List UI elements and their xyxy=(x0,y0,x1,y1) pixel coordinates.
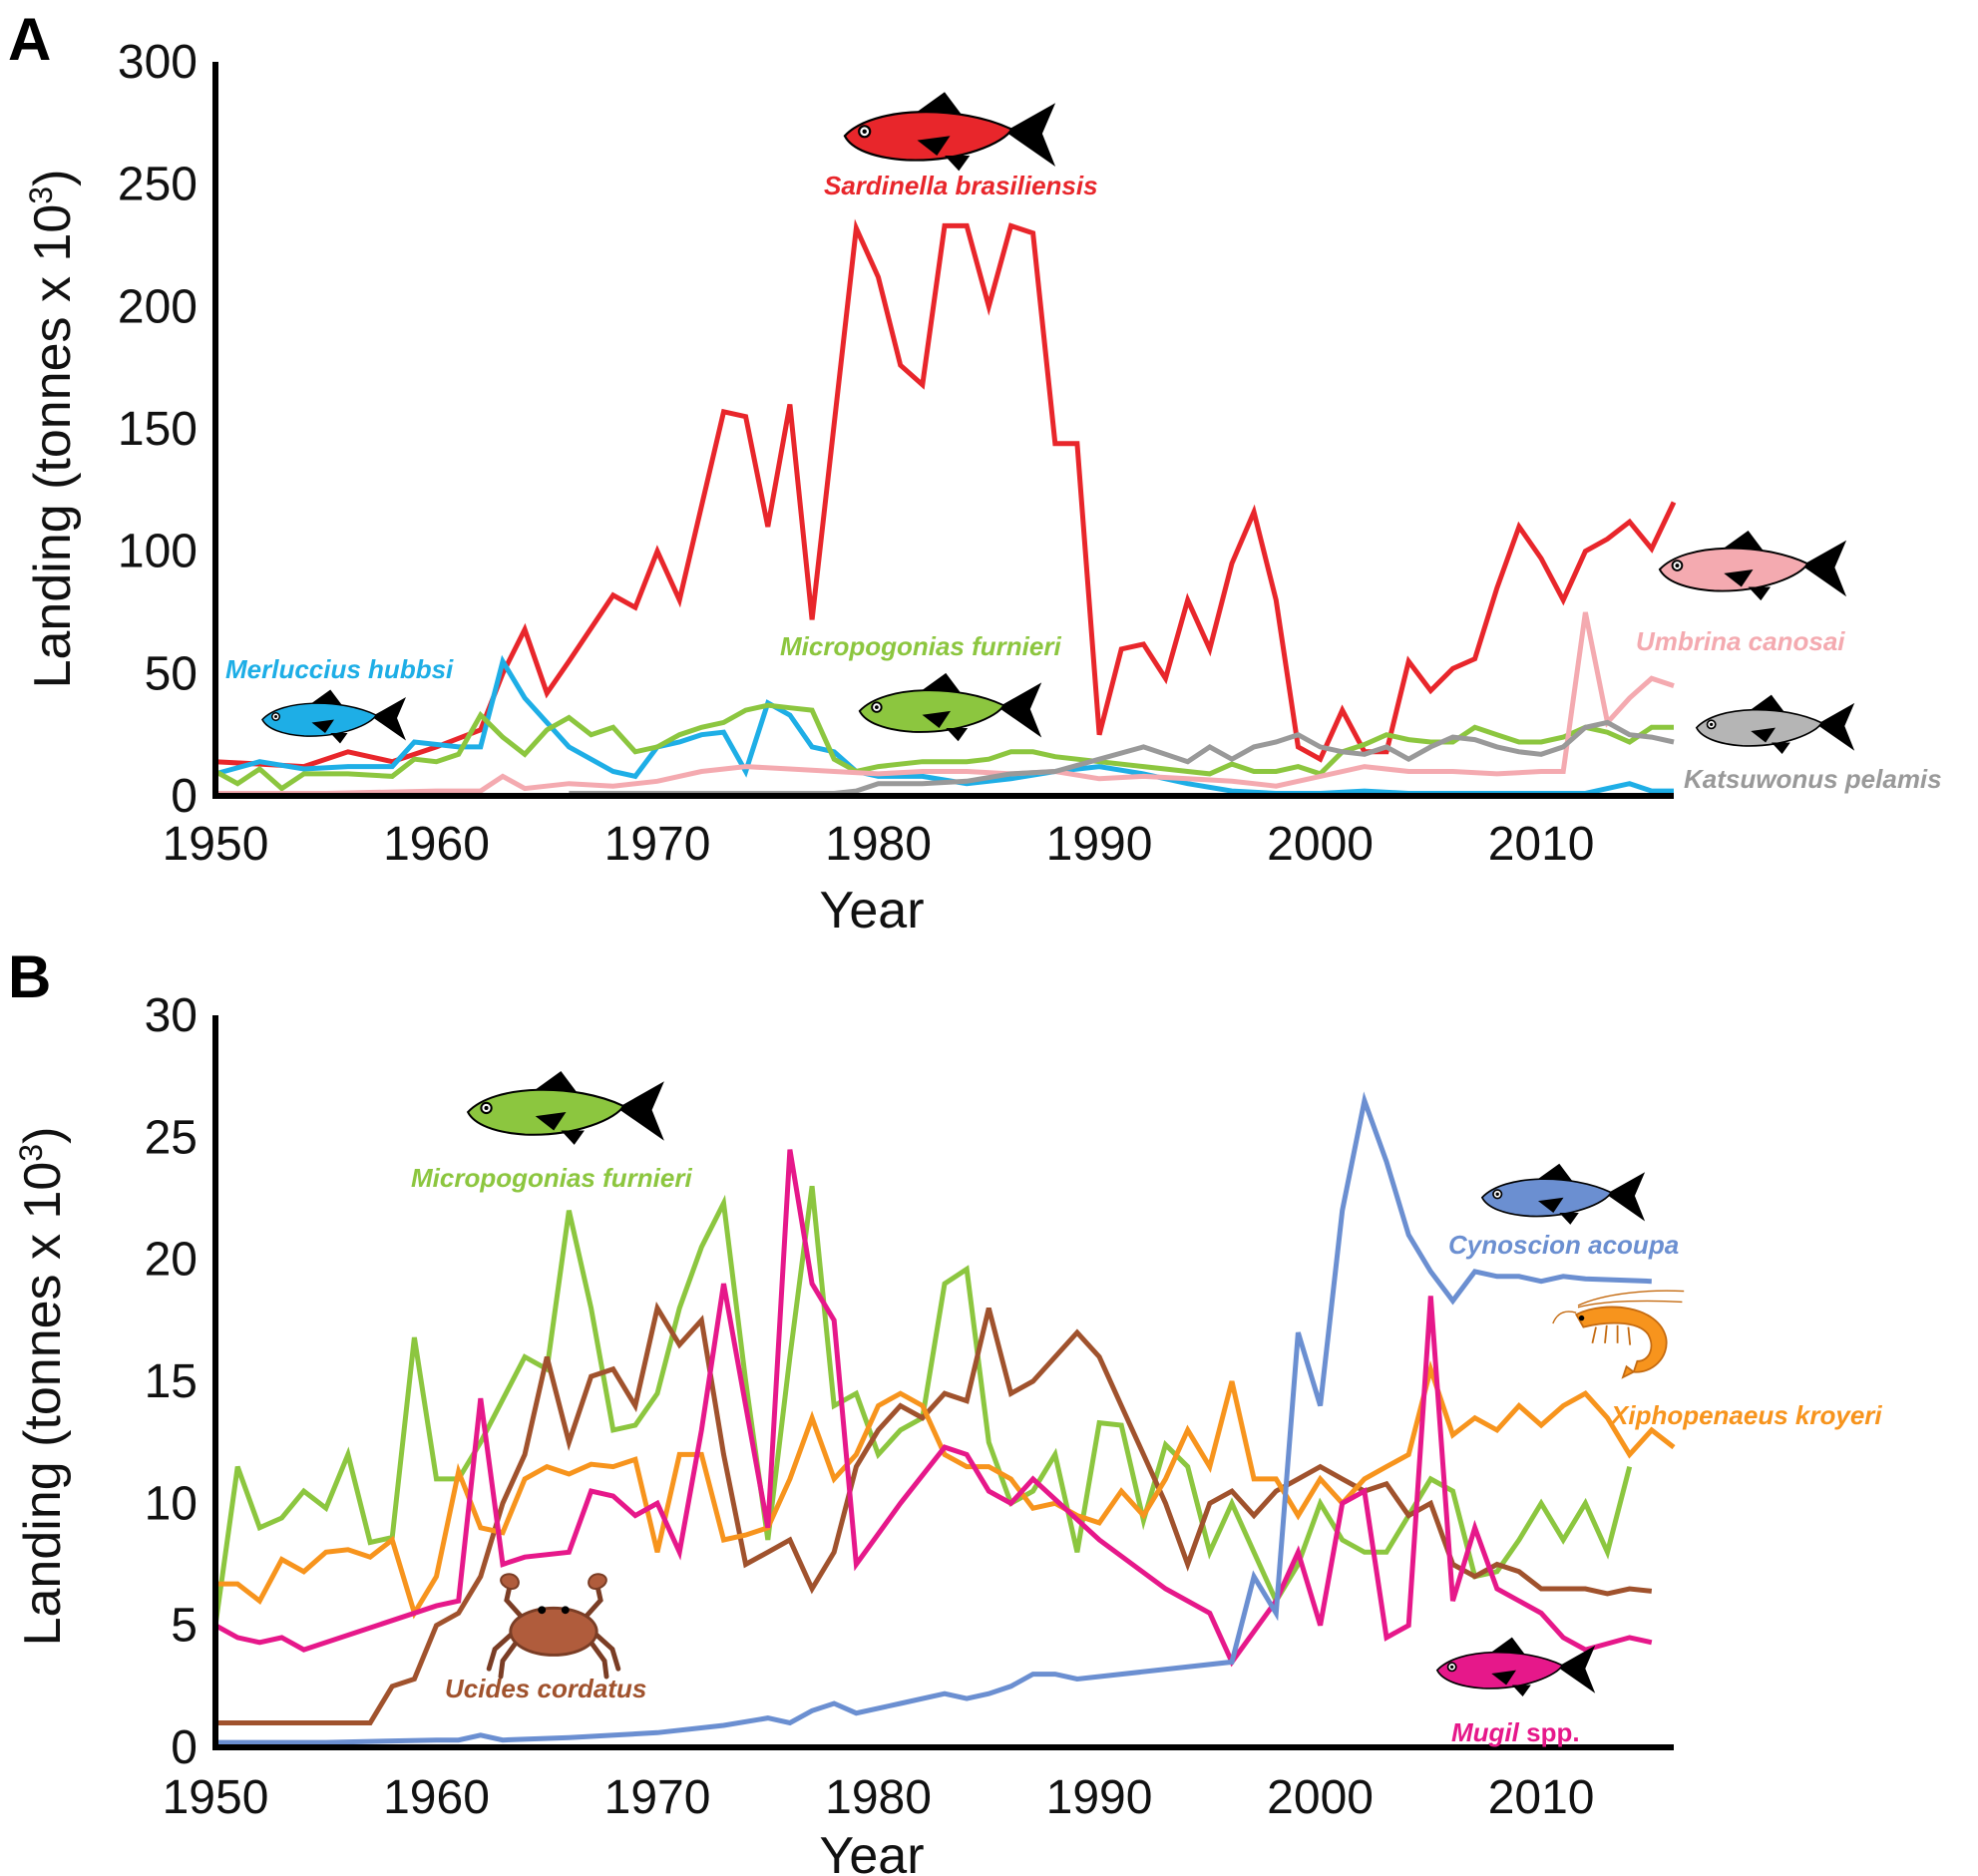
panel-a-y-tick-1: 50 xyxy=(145,647,198,700)
umbrina-icon xyxy=(1658,529,1848,602)
panel-a-label-merluccius: Merluccius hubbsi xyxy=(225,654,454,684)
croaker-icon xyxy=(858,671,1043,743)
panel-a-y-label-close: ) xyxy=(24,170,82,187)
panel-b-series-cynoscion-acoupa xyxy=(215,1091,1652,1745)
panel-a-y-ticks: 0 50 100 150 200 250 300 xyxy=(118,36,198,823)
panel-b-y-tick-6: 30 xyxy=(145,989,198,1042)
panel-b-label-mugil: Mugil spp. xyxy=(1451,1717,1580,1747)
panel-b-label: B xyxy=(8,943,51,1010)
panel-b-label-xiphopenaeus: Xiphopenaeus kroyeri xyxy=(1609,1400,1882,1430)
panel-b-x-tick-5: 2000 xyxy=(1267,1771,1374,1824)
panel-a-x-tick-0: 1950 xyxy=(163,818,269,871)
sardine-icon xyxy=(843,90,1057,173)
panel-a-series-sardinella-brasiliensis xyxy=(214,218,1677,770)
panel-a-y-tick-2: 100 xyxy=(118,526,198,578)
panel-a-series xyxy=(213,218,1677,796)
panel-a-label-sardinella: Sardinella brasiliensis xyxy=(824,171,1098,200)
shrimp-icon xyxy=(1551,1290,1686,1378)
panel-a-chart: 0 50 100 150 200 250 300 1950 1960 1970 1980 1990 2… xyxy=(23,36,1942,939)
panel-b-y-label: Landing (tonnes x 103) xyxy=(13,1127,72,1647)
panel-a-y-tick-6: 300 xyxy=(118,36,198,89)
weakfish-icon xyxy=(1480,1162,1647,1226)
panel-a-y-label: Landing (tonnes x 103) xyxy=(23,170,82,689)
panel-b-x-tick-0: 1950 xyxy=(163,1771,269,1824)
panel-a-series-katsuwonus-pelamis xyxy=(569,719,1675,796)
panel-a-y-tick-5: 250 xyxy=(118,159,198,211)
panel-b-label-micropogonias: Micropogonias furnieri xyxy=(411,1163,692,1193)
panel-b-series-mugil-spp xyxy=(213,1149,1653,1668)
panel-a-y-tick-4: 200 xyxy=(118,280,198,333)
panel-b-label-cynoscion: Cynoscion acoupa xyxy=(1448,1230,1679,1260)
panel-b-y-tick-1: 5 xyxy=(171,1600,198,1653)
panel-b-y-tick-5: 25 xyxy=(145,1111,198,1164)
croaker-icon xyxy=(467,1069,665,1146)
panel-b-series xyxy=(212,1091,1676,1745)
panel-b-label-mugil-suffix: spp. xyxy=(1526,1717,1579,1747)
panel-b-x-tick-3: 1980 xyxy=(825,1771,932,1824)
panel-b-series-xiphopenaeus-kroyeri xyxy=(215,1360,1676,1620)
panel-a-x-tick-2: 1970 xyxy=(604,818,711,871)
panel-a-label-umbrina: Umbrina canosai xyxy=(1636,626,1845,656)
panel-a-x-label: Year xyxy=(819,882,924,939)
panel-a-y-tick-0: 0 xyxy=(171,770,198,823)
panel-a-y-tick-3: 150 xyxy=(118,403,198,456)
panel-b-x-label: Year xyxy=(819,1827,924,1876)
panel-a-y-label-exponent: 3 xyxy=(23,187,59,204)
panel-a-label-micropogonias: Micropogonias furnieri xyxy=(780,631,1061,661)
panel-b-y-label-exponent: 3 xyxy=(13,1144,49,1162)
panel-b-x-tick-2: 1970 xyxy=(604,1771,711,1824)
panel-a-label: A xyxy=(8,6,51,73)
panel-b-x-tick-1: 1960 xyxy=(383,1771,490,1824)
panel-b-y-label-text: Landing (tonnes x 10 xyxy=(14,1162,72,1647)
panel-b-y-tick-0: 0 xyxy=(171,1721,198,1774)
panel-b-y-tick-4: 20 xyxy=(145,1234,198,1287)
panel-a-x-tick-1: 1960 xyxy=(383,818,490,871)
panel-b-x-tick-6: 2010 xyxy=(1488,1771,1595,1824)
panel-b-chart: 0 5 10 15 20 25 30 1950 1960 1970 1980 1990 2000 201… xyxy=(13,989,1882,1876)
panel-b-series-micropogonias-furnieri xyxy=(212,1185,1633,1627)
panel-a-label-katsuwonus: Katsuwonus pelamis xyxy=(1684,764,1942,794)
panel-a-x-tick-4: 1990 xyxy=(1046,818,1153,871)
panel-a-y-label-text: Landing (tonnes x 10 xyxy=(24,204,82,689)
panel-b-y-tick-2: 10 xyxy=(145,1477,198,1530)
panel-a-x-tick-3: 1980 xyxy=(825,818,932,871)
panel-b-y-tick-3: 15 xyxy=(145,1355,198,1408)
hake-icon xyxy=(261,688,407,745)
panel-b-label-mugil-genus: Mugil xyxy=(1451,1717,1520,1747)
panel-b-label-ucides: Ucides cordatus xyxy=(445,1674,646,1703)
panel-a-x-ticks: 1950 1960 1970 1980 1990 2000 2010 xyxy=(163,818,1595,871)
panel-b-x-ticks: 1950 1960 1970 1980 1990 2000 2010 xyxy=(163,1771,1595,1824)
mullet-icon xyxy=(1435,1636,1597,1697)
panel-b-y-label-close: ) xyxy=(14,1127,72,1144)
panel-a-x-tick-5: 2000 xyxy=(1267,818,1374,871)
panel-b-series-ucides-cordatus xyxy=(215,1301,1653,1725)
panel-b-y-ticks: 0 5 10 15 20 25 30 xyxy=(145,989,198,1774)
tuna-icon xyxy=(1695,693,1856,755)
panel-b-x-tick-4: 1990 xyxy=(1046,1771,1153,1824)
crab-icon xyxy=(489,1574,618,1677)
panel-a-x-tick-6: 2010 xyxy=(1488,818,1595,871)
